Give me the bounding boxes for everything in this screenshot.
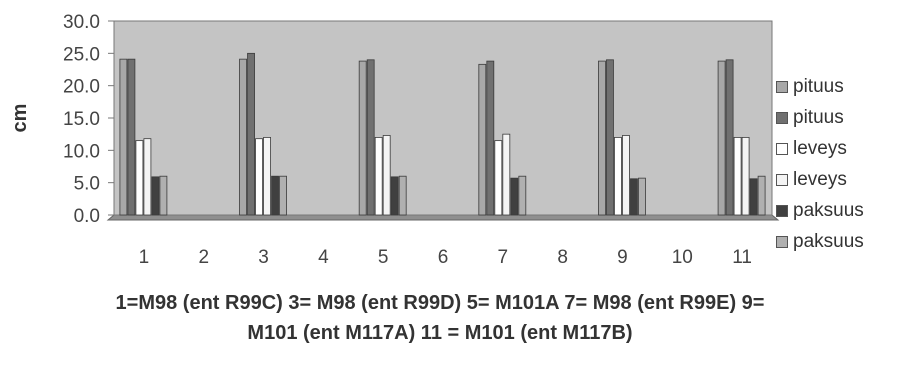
y-tick-label: 15.0 — [63, 109, 100, 130]
x-tick-label: 11 — [732, 247, 752, 268]
legend-swatch — [776, 112, 788, 124]
y-axis-title: cm — [9, 104, 31, 133]
x-tick-label: 2 — [198, 247, 209, 268]
x-tick-label: 7 — [498, 247, 509, 268]
legend-label: leveys — [793, 169, 847, 190]
bar-pituus — [366, 59, 375, 216]
x-axis-title: 1=M98 (ent R99C) 3= M98 (ent R99D) 5= M1… — [115, 292, 765, 344]
x-tick-label: 5 — [378, 247, 389, 268]
bar-pituus — [358, 60, 367, 216]
bar-paksuus — [638, 177, 646, 216]
y-tick-label: 25.0 — [63, 44, 100, 65]
legend-label: pituus — [793, 76, 844, 97]
bar-pituus — [239, 58, 247, 216]
bar-leveys — [255, 138, 263, 216]
y-tick-label: 5.0 — [74, 174, 100, 195]
legend-swatch — [776, 236, 788, 248]
bar-leveys — [741, 136, 750, 216]
x-tick-label: 4 — [318, 247, 329, 268]
x-tick-label: 9 — [617, 247, 628, 268]
bar-pituus — [247, 52, 255, 216]
plot-floor — [106, 214, 780, 221]
bar-leveys — [494, 140, 503, 216]
bar-paksuus — [510, 177, 519, 216]
bar-leveys — [502, 133, 511, 216]
bar-paksuus — [159, 175, 168, 216]
bar-pituus — [478, 63, 487, 216]
legend-label: paksuus — [793, 231, 864, 252]
bar-paksuus — [757, 175, 766, 216]
bar-paksuus — [271, 175, 279, 216]
y-tick-label: 0.0 — [74, 206, 100, 227]
y-tick-label: 20.0 — [63, 77, 100, 98]
x-tick-label: 6 — [438, 247, 449, 268]
legend-swatch — [776, 174, 788, 186]
bar-leveys — [374, 136, 383, 216]
bar-pituus — [486, 60, 495, 216]
x-tick-label: 3 — [258, 247, 269, 268]
bar-leveys — [263, 136, 271, 216]
legend-item: paksuus — [776, 199, 864, 223]
legend-swatch — [776, 143, 788, 155]
legend-swatch — [776, 81, 788, 93]
legend-item: pituus — [776, 75, 844, 99]
bar-pituus — [127, 58, 136, 216]
legend-swatch — [776, 205, 788, 217]
bar-paksuus — [630, 178, 638, 216]
bar-leveys — [143, 138, 152, 216]
bar-pituus — [598, 60, 606, 216]
y-tick-label: 30.0 — [63, 12, 100, 33]
bar-pituus — [119, 58, 128, 216]
legend-label: leveys — [793, 138, 847, 159]
bar-paksuus — [390, 176, 399, 216]
bar-leveys — [135, 140, 144, 216]
x-tick-label: 10 — [672, 247, 693, 268]
legend-label: paksuus — [793, 200, 864, 221]
legend-item: leveys — [776, 168, 847, 192]
legend-item: leveys — [776, 137, 847, 161]
x-tick-label: 8 — [557, 247, 568, 268]
bar-leveys — [382, 135, 391, 216]
bar-pituus — [606, 59, 614, 216]
bar-paksuus — [279, 175, 287, 216]
bar-leveys — [733, 136, 742, 216]
legend-label: pituus — [793, 107, 844, 128]
x-tick-label: 1 — [139, 247, 150, 268]
legend-item: pituus — [776, 106, 844, 130]
bar-leveys — [622, 135, 630, 216]
bar-leveys — [614, 136, 622, 216]
y-tick-label: 10.0 — [63, 141, 100, 162]
bar-pituus — [725, 59, 734, 216]
bar-paksuus — [398, 175, 407, 216]
bar-paksuus — [518, 175, 527, 216]
bar-pituus — [717, 60, 726, 216]
bar-paksuus — [749, 178, 758, 216]
legend-item: paksuus — [776, 230, 864, 254]
bar-paksuus — [151, 176, 160, 216]
plot-area — [113, 20, 773, 216]
